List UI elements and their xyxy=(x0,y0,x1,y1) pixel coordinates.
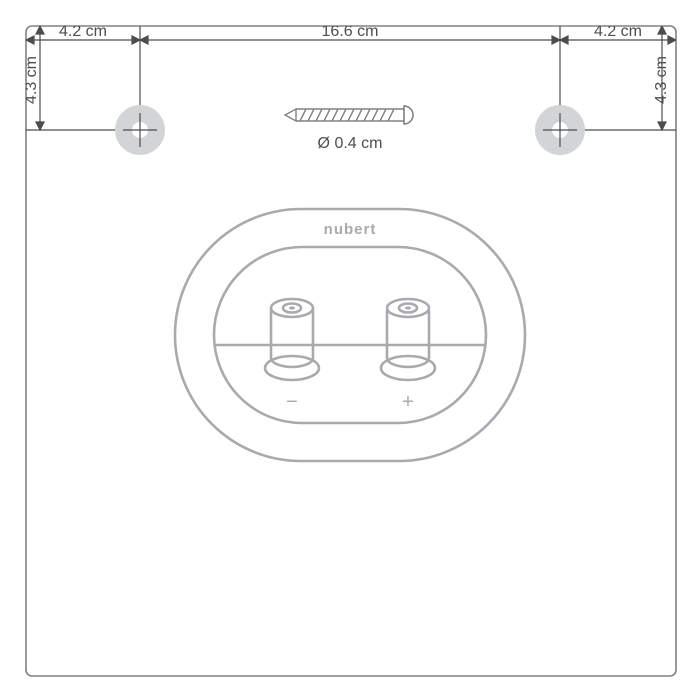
mount-hole-right xyxy=(535,105,585,155)
mount-hole-left xyxy=(115,105,165,155)
terminal-plate: nubert − + xyxy=(175,209,525,461)
dim-side-right: 4.3 cm xyxy=(653,56,670,104)
brand-label: nubert xyxy=(324,221,377,238)
screw-icon xyxy=(285,106,413,124)
polarity-minus: − xyxy=(286,391,298,413)
polarity-plus: + xyxy=(402,391,414,413)
dimension-labels: 4.2 cm 16.6 cm 4.2 cm 4.3 cm 4.3 cm xyxy=(23,23,670,104)
dim-screw: Ø 0.4 cm xyxy=(318,135,383,152)
binding-post-minus xyxy=(265,299,319,380)
technical-drawing: 4.2 cm 16.6 cm 4.2 cm 4.3 cm 4.3 cm xyxy=(0,0,700,700)
binding-post-plus xyxy=(381,299,435,380)
